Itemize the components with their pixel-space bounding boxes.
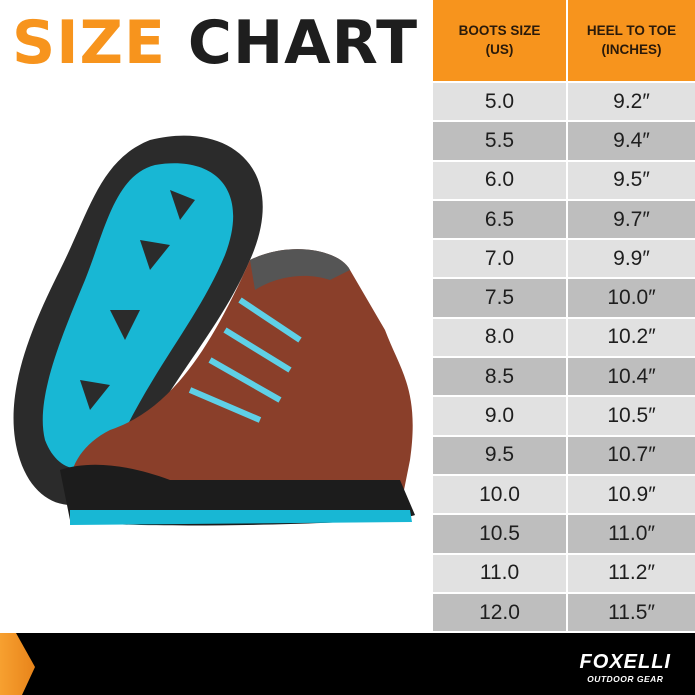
header-heel-to-toe: HEEL TO TOE (INCHES) <box>568 0 695 81</box>
boot-size-cell: 9.5 <box>433 436 566 474</box>
boots-product-image <box>13 135 415 526</box>
boot-size-cell: 11.0 <box>433 554 566 592</box>
page-title: SIZE CHART <box>12 8 418 78</box>
boot-size-cell: 7.5 <box>433 279 566 317</box>
brand-name: FOXELLI <box>579 651 671 673</box>
chevron-decoration-icon <box>0 633 35 695</box>
heel-to-toe-cell: 9.5″ <box>568 161 695 199</box>
boot-size-cell: 10.5 <box>433 515 566 553</box>
brand-logo: FOXELLI OUTDOOR GEAR <box>580 651 671 684</box>
table-row: 9.0 10.5″ <box>433 397 695 435</box>
heel-to-toe-cell: 9.9″ <box>568 240 695 278</box>
heel-to-toe-cell: 10.7″ <box>568 436 695 474</box>
table-row: 5.5 9.4″ <box>433 122 695 160</box>
title-size: SIZE <box>12 8 167 78</box>
boot-size-cell: 8.5 <box>433 358 566 396</box>
table-row: 7.0 9.9″ <box>433 240 695 278</box>
heel-to-toe-cell: 9.2″ <box>568 83 695 121</box>
boot-size-cell: 6.0 <box>433 161 566 199</box>
table-row: 12.0 11.5″ <box>433 593 695 632</box>
boot-size-cell: 5.0 <box>433 83 566 121</box>
table-row: 8.0 10.2″ <box>433 318 695 357</box>
boot-upper <box>60 249 415 526</box>
table-row: 8.5 10.4″ <box>433 358 695 396</box>
boot-size-cell: 9.0 <box>433 397 566 435</box>
brand-tagline: OUTDOOR GEAR <box>587 674 664 684</box>
boot-size-cell: 6.5 <box>433 200 566 239</box>
boot-size-cell: 5.5 <box>433 122 566 160</box>
boot-size-cell: 7.0 <box>433 240 566 278</box>
heel-to-toe-cell: 10.4″ <box>568 358 695 396</box>
table-row: 5.0 9.2″ <box>433 83 695 121</box>
table-row: 10.0 10.9″ <box>433 475 695 514</box>
table-row: 10.5 11.0″ <box>433 515 695 553</box>
table-header: BOOTS SIZE (US) HEEL TO TOE (INCHES) <box>433 0 695 81</box>
size-chart-table: BOOTS SIZE (US) HEEL TO TOE (INCHES) 5.0… <box>433 0 695 632</box>
heel-to-toe-cell: 10.5″ <box>568 397 695 435</box>
table-row: 11.0 11.2″ <box>433 554 695 592</box>
boot-size-cell: 12.0 <box>433 593 566 632</box>
boot-size-cell: 10.0 <box>433 475 566 514</box>
heel-to-toe-cell: 11.5″ <box>568 593 695 632</box>
heel-to-toe-cell: 9.4″ <box>568 122 695 160</box>
table-row: 9.5 10.7″ <box>433 436 695 474</box>
boot-size-cell: 8.0 <box>433 318 566 357</box>
boot-sole <box>13 135 263 505</box>
title-chart: CHART <box>187 8 419 78</box>
heel-to-toe-cell: 10.9″ <box>568 475 695 514</box>
footer-bar: FOXELLI OUTDOOR GEAR <box>0 633 695 695</box>
header-boots-size: BOOTS SIZE (US) <box>433 0 566 81</box>
table-row: 6.5 9.7″ <box>433 200 695 239</box>
heel-to-toe-cell: 11.2″ <box>568 554 695 592</box>
table-row: 7.5 10.0″ <box>433 279 695 317</box>
heel-to-toe-cell: 11.0″ <box>568 515 695 553</box>
heel-to-toe-cell: 10.0″ <box>568 279 695 317</box>
table-row: 6.0 9.5″ <box>433 161 695 199</box>
heel-to-toe-cell: 9.7″ <box>568 200 695 239</box>
heel-to-toe-cell: 10.2″ <box>568 318 695 357</box>
